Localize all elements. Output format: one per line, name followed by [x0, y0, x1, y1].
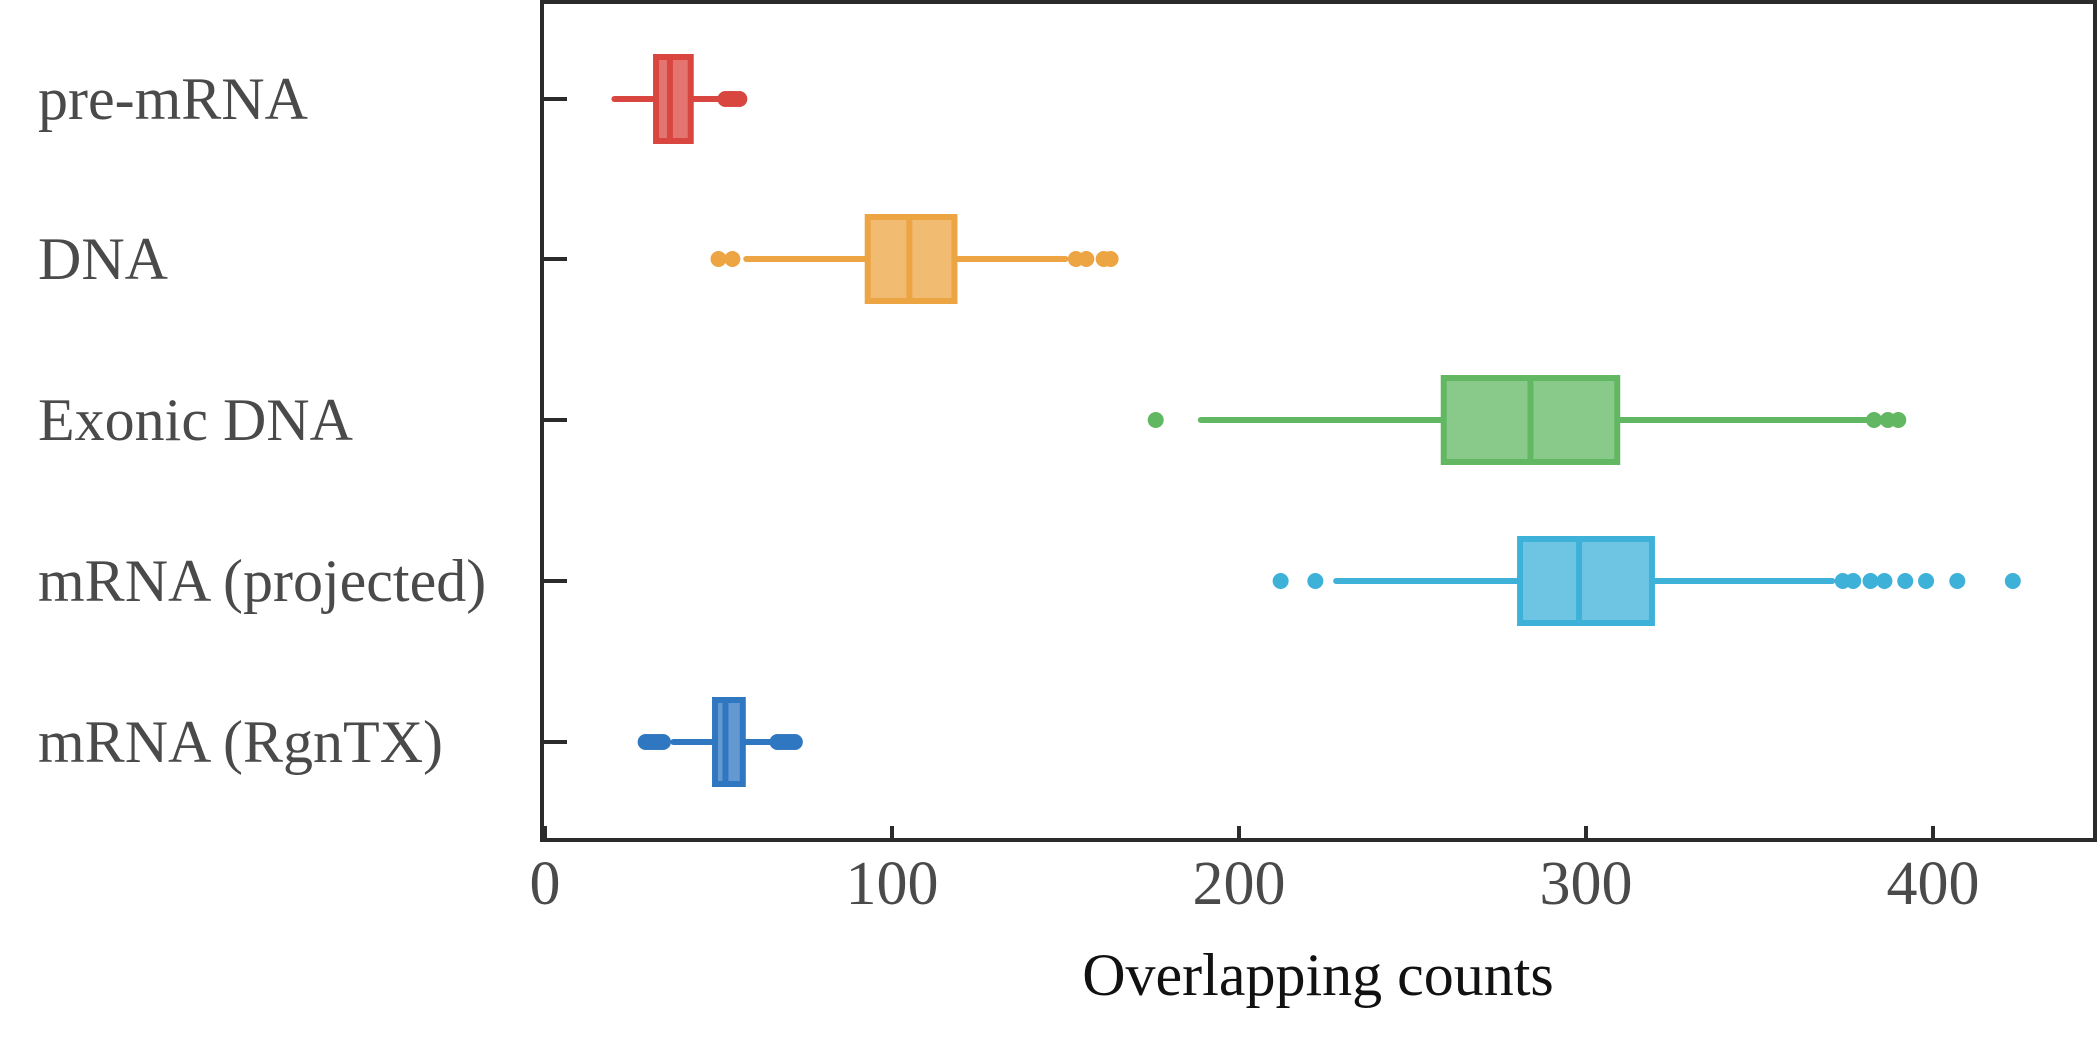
iqr-box: [712, 697, 746, 787]
box-exonic-dna: [542, 375, 1907, 465]
outlier-point: [1897, 573, 1914, 589]
category-label-dna: DNA: [38, 226, 168, 292]
box-mrna-projected: [542, 536, 2021, 626]
category-label-pre-mrna: pre-mRNA: [38, 66, 308, 132]
x-tick-label: 100: [846, 850, 939, 918]
iqr-box: [1517, 536, 1655, 626]
category-label-exonic-dna: Exonic DNA: [38, 387, 353, 453]
outlier-point: [786, 734, 803, 750]
outlier-point: [710, 251, 727, 267]
outlier-point: [1147, 412, 1164, 428]
box-group: [542, 54, 2021, 787]
x-tick-label: 200: [1193, 850, 1286, 918]
outlier-point: [1949, 573, 1966, 589]
x-tick-label: 400: [1887, 850, 1980, 918]
category-label-mrna-rgntx: mRNA (RgnTX): [38, 709, 443, 775]
outlier-point: [1102, 251, 1119, 267]
box-pre-mrna: [542, 54, 748, 144]
outlier-point: [1918, 573, 1935, 589]
outlier-point: [1307, 573, 1324, 589]
outlier-point: [1866, 412, 1883, 428]
outlier-point: [724, 251, 741, 267]
box-dna: [542, 214, 1119, 304]
outlier-point: [2004, 573, 2021, 589]
x-tick-label: 300: [1540, 850, 1633, 918]
outlier-point: [1862, 573, 1879, 589]
outlier-point: [654, 734, 671, 750]
outlier-point: [1272, 573, 1289, 589]
outlier-point: [731, 91, 748, 107]
iqr-box: [653, 54, 694, 144]
box-mrna-rgntx: [542, 697, 803, 787]
category-label-mrna-projected: mRNA (projected): [38, 548, 486, 614]
outlier-point: [1890, 412, 1907, 428]
x-axis-title: Overlapping counts: [1082, 942, 1554, 1008]
category-labels: pre-mRNA DNA Exonic DNA mRNA (projected) mRN…: [38, 66, 486, 775]
x-axis-ticks: 0 100 200 300 400: [530, 826, 1980, 918]
outlier-point: [1845, 573, 1862, 589]
outlier-point: [1876, 573, 1893, 589]
x-tick-label: 0: [530, 850, 561, 918]
outlier-point: [1078, 251, 1095, 267]
